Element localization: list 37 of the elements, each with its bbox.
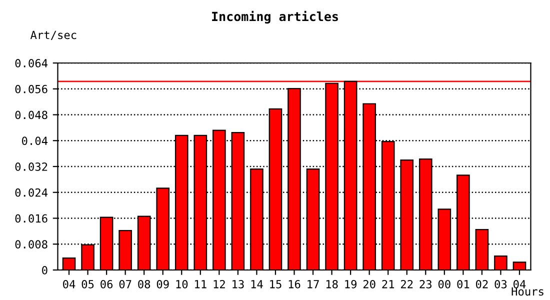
x-tick-label: 01 [457,280,470,288]
x-tick-label: 00 [438,280,450,288]
x-tick-label: 07 [119,280,132,288]
x-tick-label: 04 [63,280,76,288]
y-tick-label: 0.016 [15,214,48,223]
x-tick-label: 18 [326,280,338,288]
chart-title: Incoming articles [212,10,338,24]
x-tick-label: 16 [288,280,300,288]
x-tick-label: 06 [100,280,113,288]
y-tick-label: 0.008 [15,240,48,249]
y-tick-label: 0 [42,266,48,274]
x-tick-label: 05 [82,280,94,288]
x-tick-label: 21 [382,280,394,288]
x-tick-label: 13 [232,280,244,288]
x-tick-label: 04 [514,280,526,288]
x-tick-label: 17 [308,280,319,288]
x-tick-label: 20 [363,280,376,288]
x-tick-label: 15 [270,280,282,288]
x-tick-label: 22 [401,280,413,288]
y-tick-label: 0.064 [15,59,48,68]
y-tick-label: 0.024 [15,188,48,197]
x-tick-label: 19 [345,280,356,288]
x-tick-label: 14 [251,280,263,288]
x-tick-label: 12 [214,280,225,288]
x-tick-label: 08 [138,280,150,288]
y-tick-label: 0.032 [15,162,48,171]
x-axis-title: Hours [512,287,544,296]
x-tick-label: 09 [156,280,169,288]
x-tick-label: 03 [494,280,507,288]
y-tick-label: 0.04 [22,136,48,146]
y-tick-label: 0.056 [15,84,48,94]
y-tick-label: 0.048 [15,110,48,120]
y-axis-title: Art/sec [30,30,76,40]
x-tick-label: 23 [420,280,432,288]
x-tick-label: 10 [176,280,188,288]
x-tick-label: 11 [195,280,206,288]
x-tick-label: 02 [476,280,488,288]
